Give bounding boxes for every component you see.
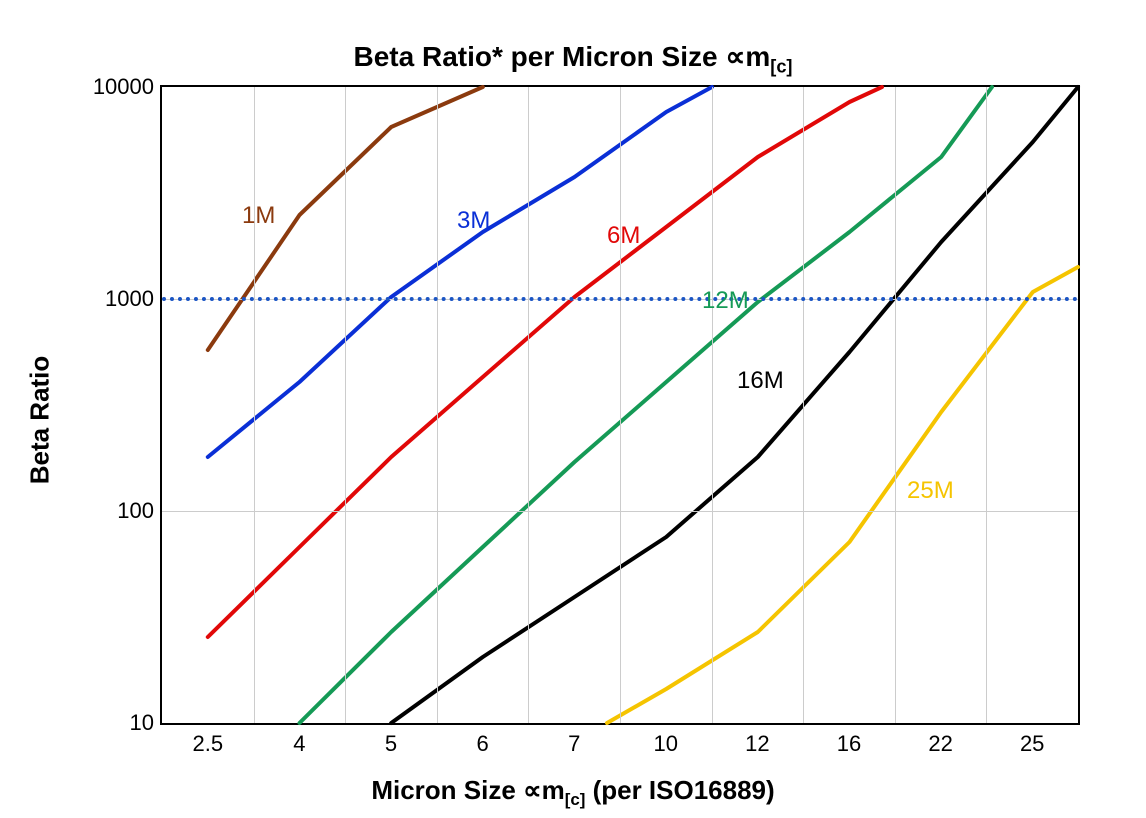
chart-title: Beta Ratio* per Micron Size ∝m[c]	[0, 40, 1146, 78]
x-tick-label: 10	[654, 723, 678, 757]
x-tick-label: 6	[476, 723, 488, 757]
gridline-v	[345, 87, 346, 723]
x-axis-label: Micron Size ∝m[c] (per ISO16889)	[0, 775, 1146, 810]
y-tick-label: 1000	[105, 286, 162, 312]
series-line-3M	[208, 87, 712, 457]
chart-title-text: Beta Ratio* per Micron Size ∝m[c]	[354, 41, 793, 72]
y-tick-label: 10	[130, 710, 162, 736]
series-line-25M	[607, 267, 1078, 723]
plot-area: 2.545671012162225101001000100001M3M6M12M…	[160, 85, 1080, 725]
gridline-v	[986, 87, 987, 723]
gridline-v	[620, 87, 621, 723]
series-label-3M: 3M	[457, 207, 490, 235]
x-tick-label: 25	[1020, 723, 1044, 757]
y-axis-label: Beta Ratio	[25, 356, 56, 485]
gridline-v	[254, 87, 255, 723]
series-line-16M	[391, 87, 1078, 723]
x-tick-label: 5	[385, 723, 397, 757]
x-tick-label: 12	[745, 723, 769, 757]
x-tick-label: 22	[928, 723, 952, 757]
gridline-h	[162, 511, 1078, 512]
series-label-6M: 6M	[607, 222, 640, 250]
gridline-v	[437, 87, 438, 723]
y-tick-label: 10000	[93, 74, 162, 100]
x-axis-label-text: Micron Size ∝m[c] (per ISO16889)	[371, 775, 774, 805]
series-line-6M	[208, 87, 882, 637]
reference-line	[162, 297, 1078, 301]
x-tick-label: 4	[293, 723, 305, 757]
series-label-25M: 25M	[907, 477, 954, 505]
x-tick-label: 16	[837, 723, 861, 757]
x-tick-label: 7	[568, 723, 580, 757]
gridline-v	[803, 87, 804, 723]
gridline-v	[895, 87, 896, 723]
series-line-12M	[300, 87, 993, 723]
y-tick-label: 100	[117, 498, 162, 524]
series-label-16M: 16M	[737, 367, 784, 395]
series-label-12M: 12M	[702, 287, 749, 315]
gridline-v	[712, 87, 713, 723]
x-tick-label: 2.5	[193, 723, 224, 757]
series-label-1M: 1M	[242, 202, 275, 230]
gridline-v	[528, 87, 529, 723]
chart-container: Beta Ratio* per Micron Size ∝m[c] Beta R…	[0, 0, 1146, 818]
